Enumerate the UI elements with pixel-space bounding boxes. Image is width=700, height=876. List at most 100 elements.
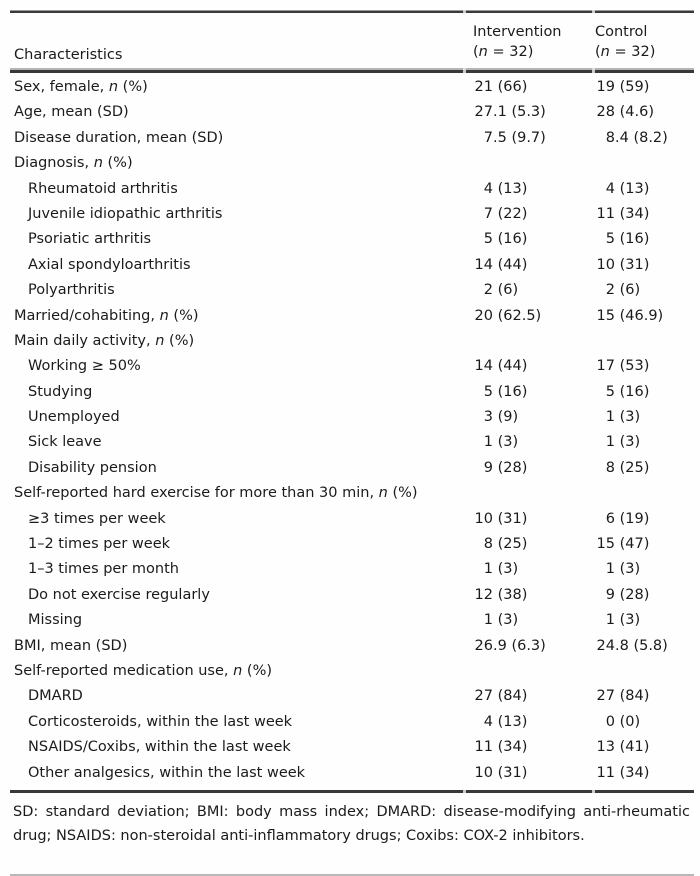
table-row: Corticosteroids, within the last week 4 (… [0, 710, 700, 735]
control-value: 28 (4.6) [591, 100, 654, 125]
value-integer: 8 [605, 129, 615, 146]
value-integer: 11 [596, 205, 615, 222]
value-integer: 19 [596, 79, 615, 95]
table-row: Self-reported hard exercise for more tha… [0, 481, 700, 506]
italic-n: n [159, 307, 169, 324]
value-rest: (6) [493, 282, 519, 299]
table-row: Diagnosis, n (%) [0, 151, 700, 176]
italic-n: n [93, 155, 103, 172]
row-label: Juvenile idiopathic arthritis [28, 205, 223, 222]
value-integer: 17 [596, 358, 615, 375]
italic-n: n [478, 44, 488, 60]
value-integer: 8 [605, 459, 615, 476]
intervention-value: 10 (31) [469, 507, 528, 532]
value-integer: 27 [474, 104, 493, 121]
intervention-value: 27 (84) [469, 684, 528, 709]
italic-n: n [600, 44, 610, 60]
row-label: NSAIDS/Coxibs, within the last week [28, 739, 291, 756]
value-rest: (38) [493, 586, 528, 603]
row-n-pct-suffix: , n (%) [369, 485, 418, 502]
value-rest: (16) [615, 231, 650, 248]
control-value: 11 (34) [591, 202, 650, 227]
control-header-n: (n = 32) [595, 44, 656, 60]
row-label: Self-reported medication use [14, 662, 224, 679]
italic-n: n [233, 662, 243, 679]
value-rest: (4.6) [615, 104, 654, 121]
value-rest: (3) [615, 409, 641, 426]
table-header: Characteristics Intervention (n = 32) Co… [0, 13, 700, 68]
intervention-value: 26.9 (6.3) [469, 634, 546, 659]
value-rest: (66) [493, 79, 528, 95]
page-bottom-edge-line [10, 874, 694, 876]
value-rest: (3) [615, 434, 641, 451]
row-label: Sex, female [14, 79, 100, 95]
value-integer: 5 [605, 383, 615, 400]
value-rest: (34) [615, 764, 650, 781]
table-row: Other analgesics, within the last week 10… [0, 761, 700, 786]
table-row: Sick leave 1 (3) 1 (3) [0, 430, 700, 455]
intervention-value: 1 (3) [469, 430, 518, 455]
value-integer: 21 [474, 79, 493, 95]
value-integer: 12 [474, 586, 493, 603]
control-value: 13 (41) [591, 735, 650, 760]
value-rest: (22) [493, 205, 528, 222]
control-value: 6 (19) [591, 507, 650, 532]
row-label: Unemployed [28, 409, 120, 426]
row-n-pct-suffix: , n (%) [146, 332, 195, 349]
value-integer: 1 [483, 612, 493, 629]
value-rest: (13) [493, 713, 528, 730]
value-rest: (13) [615, 180, 650, 197]
value-rest: (47) [615, 536, 650, 553]
row-label: Corticosteroids, within the last week [28, 713, 293, 730]
value-rest: .1 (5.3) [493, 104, 546, 121]
value-rest: (84) [615, 688, 650, 705]
column-divider-mark [463, 68, 466, 73]
intervention-value: 7.5 (9.7) [469, 126, 546, 151]
intervention-value: 5 (16) [469, 227, 528, 252]
value-integer: 27 [474, 688, 493, 705]
italic-n: n [378, 485, 388, 502]
table-row: Polyarthritis 2 (6) 2 (6) [0, 278, 700, 303]
value-rest: (16) [615, 383, 650, 400]
value-rest: (62.5) [493, 307, 542, 324]
value-integer: 1 [605, 409, 615, 426]
value-rest: (19) [615, 510, 650, 527]
table-row: 1–2 times per week 8 (25) 15 (47) [0, 532, 700, 557]
control-value: 8.4 (8.2) [591, 126, 668, 151]
table-row: Juvenile idiopathic arthritis 7 (22) 11 (3… [0, 202, 700, 227]
value-integer: 14 [474, 358, 493, 375]
control-value: 1 (3) [591, 405, 640, 430]
control-value: 2 (6) [591, 278, 640, 303]
row-label: BMI, mean (SD) [14, 637, 128, 654]
intervention-value: 20 (62.5) [469, 304, 542, 329]
value-rest: (31) [615, 256, 650, 273]
control-value: 5 (16) [591, 380, 650, 405]
row-label: ≥3 times per week [28, 510, 166, 527]
control-value: 27 (84) [591, 684, 650, 709]
intervention-value: 12 (38) [469, 583, 528, 608]
table-row: DMARD 27 (84) 27 (84) [0, 684, 700, 709]
value-rest: .9 (6.3) [493, 637, 546, 654]
intervention-value: 2 (6) [469, 278, 518, 303]
intervention-value: 11 (34) [469, 735, 528, 760]
value-rest: .4 (8.2) [615, 129, 668, 146]
value-rest: (44) [493, 358, 528, 375]
column-divider-mark [592, 10, 595, 13]
value-rest: (13) [493, 180, 528, 197]
value-integer: 1 [483, 561, 493, 578]
value-rest: (34) [493, 739, 528, 756]
value-integer: 20 [474, 307, 493, 324]
column-divider-mark [592, 789, 595, 793]
value-rest: .8 (5.8) [615, 637, 668, 654]
value-rest: (59) [615, 79, 650, 95]
value-integer: 4 [483, 713, 493, 730]
italic-n: n [108, 79, 119, 95]
value-integer: 11 [474, 739, 493, 756]
row-label: Rheumatoid arthritis [28, 180, 178, 197]
row-n-pct-suffix: , n (%) [223, 662, 273, 679]
control-value: 1 (3) [591, 430, 640, 455]
value-integer: 1 [483, 434, 493, 451]
table-row: BMI, mean (SD) 26.9 (6.3) 24.8 (5.8) [0, 634, 700, 659]
table-row: NSAIDS/Coxibs, within the last week 11 (3… [0, 735, 700, 760]
